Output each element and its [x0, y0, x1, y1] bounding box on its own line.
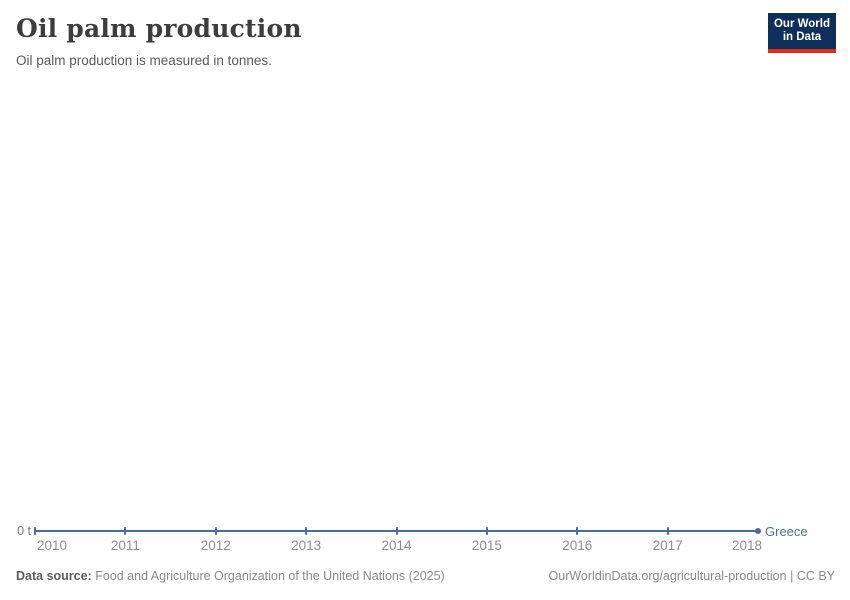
logo-line-2: in Data — [782, 31, 822, 43]
owid-url-link[interactable]: OurWorldinData.org/agricultural-producti… — [548, 569, 787, 583]
data-point-marker — [124, 527, 127, 535]
data-point-marker — [34, 527, 36, 535]
data-point-end-dot — [755, 528, 761, 534]
data-point-marker — [666, 527, 669, 535]
data-point-marker — [305, 527, 308, 535]
data-source-label: Data source: — [16, 569, 92, 583]
x-tick-label: 2010 — [37, 538, 68, 553]
x-tick-label: 2013 — [291, 538, 322, 553]
x-tick-label: 2012 — [200, 538, 231, 553]
license-text: | CC BY — [786, 569, 835, 583]
owid-logo[interactable]: Our World in Data — [768, 13, 836, 53]
chart-footer: Data source: Food and Agriculture Organi… — [16, 569, 835, 583]
logo-line-1: Our World — [773, 17, 830, 30]
x-tick-label: 2015 — [471, 538, 502, 553]
x-tick-label: 2016 — [562, 538, 593, 553]
x-tick-label: 2014 — [381, 538, 412, 553]
x-tick-label: 2017 — [652, 538, 683, 553]
x-tick-label: 2018 — [731, 538, 762, 553]
x-tick-label: 2011 — [110, 538, 140, 553]
y-axis-zero-label: 0 t — [17, 524, 31, 538]
data-point-marker — [214, 527, 217, 535]
data-point-marker — [395, 527, 398, 535]
data-source-note: Data source: Food and Agriculture Organi… — [16, 569, 445, 583]
footer-attribution: OurWorldinData.org/agricultural-producti… — [549, 569, 835, 583]
data-point-marker — [485, 527, 488, 535]
chart-title: Oil palm production — [16, 14, 302, 43]
chart-subtitle: Oil palm production is measured in tonne… — [16, 53, 272, 68]
entity-label-greece[interactable]: Greece — [765, 524, 808, 539]
data-source-text: Food and Agriculture Organization of the… — [91, 569, 445, 583]
data-point-marker — [576, 527, 579, 535]
